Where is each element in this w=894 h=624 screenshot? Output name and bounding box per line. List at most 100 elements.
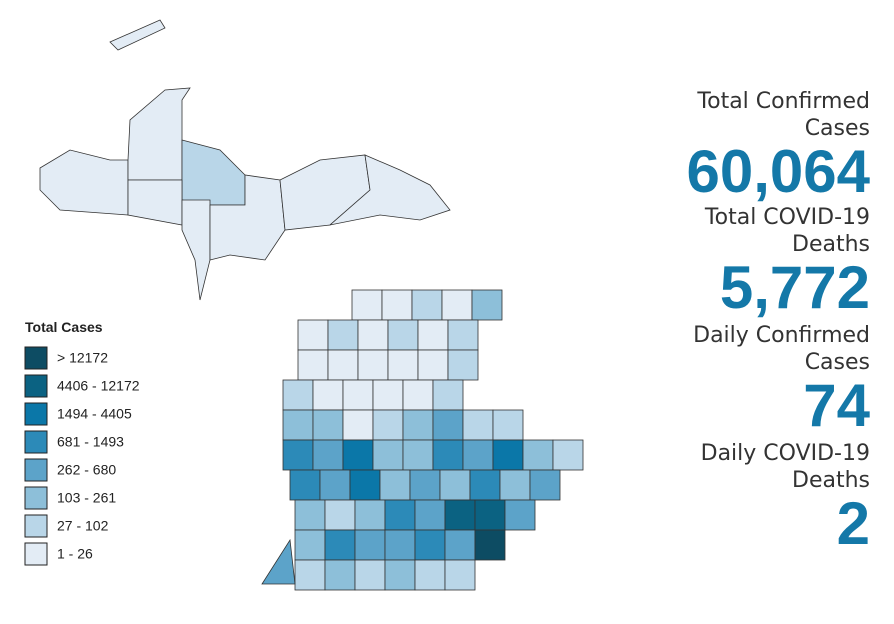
legend-label: 27 - 102 (57, 518, 109, 534)
county (402, 409, 434, 441)
county (384, 499, 416, 531)
county (381, 289, 413, 321)
county (529, 469, 561, 501)
county (282, 439, 314, 471)
stat-label: Cases (805, 350, 870, 375)
county (447, 349, 479, 381)
county (282, 409, 314, 441)
county (324, 559, 356, 591)
stat-value: 60,064 (686, 138, 870, 205)
county (342, 409, 374, 441)
county (444, 559, 476, 591)
county (297, 349, 329, 381)
county (492, 439, 524, 471)
stat-label: Cases (805, 116, 870, 141)
county (432, 409, 464, 441)
county (342, 439, 374, 471)
stat-label: Total COVID-19 (704, 205, 870, 230)
county (522, 439, 554, 471)
legend-label: 1494 - 4405 (57, 406, 132, 422)
county (127, 87, 191, 181)
county (462, 439, 494, 471)
county (372, 379, 404, 411)
county (499, 469, 531, 501)
legend-swatch (24, 374, 48, 398)
county (312, 409, 344, 441)
legend-swatch (24, 458, 48, 482)
county (282, 379, 314, 411)
county (504, 499, 536, 531)
county (342, 379, 374, 411)
legend-swatch (24, 346, 48, 370)
county (379, 469, 411, 501)
county (357, 349, 389, 381)
county (109, 19, 166, 51)
county (127, 179, 183, 226)
county (312, 379, 344, 411)
county (462, 409, 494, 441)
county (294, 529, 326, 561)
county (471, 289, 503, 321)
county (349, 469, 381, 501)
county (432, 439, 464, 471)
county (447, 319, 479, 351)
legend-label: 1 - 26 (57, 546, 93, 562)
county (261, 538, 296, 585)
county (324, 529, 356, 561)
county (354, 529, 386, 561)
county (328, 154, 451, 226)
county (294, 499, 326, 531)
county (441, 289, 473, 321)
legend-label: 4406 - 12172 (57, 378, 140, 394)
county (409, 469, 441, 501)
county (327, 319, 359, 351)
county (384, 529, 416, 561)
county (444, 529, 476, 561)
county (417, 349, 449, 381)
county (387, 349, 419, 381)
stat-value: 5,772 (720, 254, 870, 321)
stat-label: Daily Confirmed (693, 323, 870, 348)
county (372, 439, 404, 471)
county (411, 289, 443, 321)
county (354, 559, 386, 591)
county (319, 469, 351, 501)
legend-swatch (24, 542, 48, 566)
legend-swatch (24, 486, 48, 510)
stat-label: Deaths (792, 232, 870, 257)
county (324, 499, 356, 531)
legend-label: 262 - 680 (57, 462, 116, 478)
county (414, 559, 446, 591)
county (181, 139, 246, 206)
county (444, 499, 476, 531)
legend-swatch (24, 430, 48, 454)
legend-swatch (24, 514, 48, 538)
county (417, 319, 449, 351)
county (351, 289, 383, 321)
county (372, 409, 404, 441)
county (552, 439, 584, 471)
legend-label: > 12172 (57, 350, 108, 366)
stat-value: 74 (803, 372, 870, 439)
county (439, 469, 471, 501)
stat-value: 2 (837, 490, 870, 557)
county (289, 469, 321, 501)
county (357, 319, 389, 351)
legend-title: Total Cases (25, 319, 103, 335)
county (384, 559, 416, 591)
legend-label: 103 - 261 (57, 490, 116, 506)
county (402, 379, 434, 411)
county (492, 409, 524, 441)
county-map (39, 19, 584, 591)
county (312, 439, 344, 471)
stat-label: Total Confirmed (696, 89, 870, 114)
legend-swatch (24, 402, 48, 426)
legend-label: 681 - 1493 (57, 434, 124, 450)
county (402, 439, 434, 471)
county (181, 199, 211, 301)
county (39, 149, 129, 216)
county (297, 319, 329, 351)
